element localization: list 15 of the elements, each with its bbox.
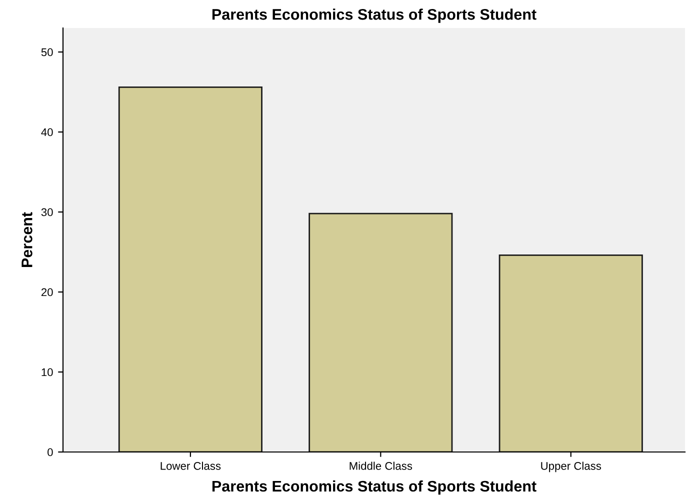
y-tick-label: 10 <box>42 368 53 376</box>
y-tick-label: 50 <box>41 48 53 56</box>
bar <box>118 86 262 452</box>
y-tick-label: 20 <box>41 288 53 296</box>
x-tick-label: Upper Class <box>541 462 602 472</box>
chart-title: Parents Economics Status of Sports Student <box>212 8 536 23</box>
bar <box>498 254 643 452</box>
x-axis-title: Parents Economics Status of Sports Student <box>212 480 536 495</box>
y-tick-label: 40 <box>41 128 53 136</box>
y-tick-label: 0 <box>48 448 53 456</box>
x-tick-label: Lower Class <box>160 462 221 470</box>
y-axis-title: Percent <box>22 212 32 267</box>
x-tick-label: Middle Class <box>350 462 412 470</box>
bar <box>308 212 453 452</box>
y-tick-label: 30 <box>41 208 53 216</box>
